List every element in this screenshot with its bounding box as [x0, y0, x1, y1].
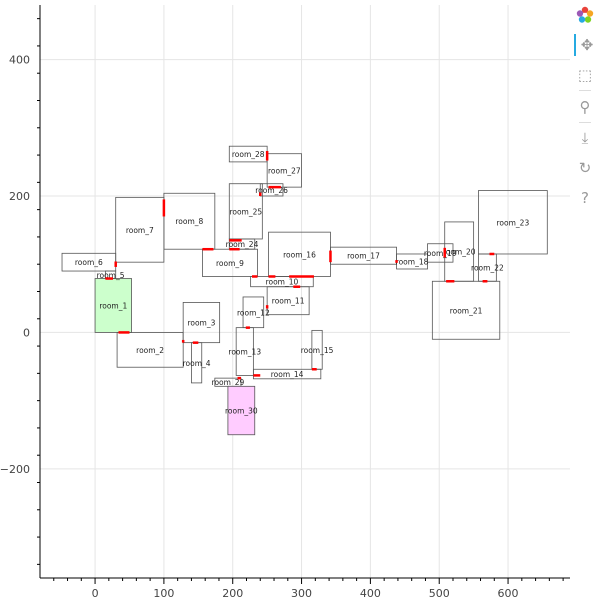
doors-layer	[105, 150, 495, 380]
room-label: room_28	[232, 150, 265, 159]
room-label: room_3	[187, 319, 215, 328]
y-tick-label: 400	[9, 54, 30, 67]
room-rect	[266, 286, 310, 316]
room-label: room_21	[450, 306, 483, 315]
room-rect	[259, 183, 284, 197]
axes: 0 100 200 300 400 500 600 −200 0 200 400	[0, 5, 570, 600]
room-rect	[228, 183, 263, 240]
room-label: room_16	[283, 250, 316, 259]
room-label: room_13	[228, 348, 261, 357]
room-label: room_6	[75, 258, 103, 267]
x-tick-label: 0	[92, 587, 99, 600]
room-label: room_9	[216, 259, 244, 268]
room-label: room_1	[99, 301, 127, 310]
room-rect	[252, 368, 322, 380]
y-tick-label: 200	[9, 190, 30, 203]
room-label: room_27	[268, 166, 301, 175]
x-tick-label: 600	[498, 587, 519, 600]
room-rect	[235, 327, 254, 376]
room-label: room_18	[396, 257, 429, 266]
room-label: room_15	[301, 346, 334, 355]
rooms-layer: room_1room_2room_3room_4room_5room_6room…	[61, 145, 548, 436]
x-tick-label: 500	[429, 587, 450, 600]
room-rect	[116, 332, 184, 368]
room-label: room_11	[272, 297, 305, 306]
room-label: room_8	[175, 217, 203, 226]
room-label: room_22	[471, 264, 504, 273]
room-label: room_5	[97, 271, 125, 280]
room-label: room_25	[229, 207, 262, 216]
room-rect	[163, 192, 216, 250]
room-rect	[266, 153, 302, 188]
y-tick-label: −200	[0, 463, 30, 476]
room-rect	[227, 385, 256, 436]
y-tick-label: 0	[23, 326, 30, 339]
room-label: room_17	[347, 252, 380, 261]
room-rect	[94, 278, 132, 333]
room-label: room_2	[136, 346, 164, 355]
room-label: room_20	[443, 248, 476, 257]
room-label: room_4	[183, 359, 211, 368]
x-tick-label: 100	[153, 587, 174, 600]
room-label: room_14	[271, 370, 304, 379]
room-rect	[427, 243, 454, 263]
room-label: room_26	[255, 186, 288, 195]
room-rect	[311, 329, 323, 370]
x-tick-label: 300	[291, 587, 312, 600]
help-tool-icon[interactable]: ?	[581, 189, 589, 207]
pan-tool-icon[interactable]: ✥	[574, 34, 598, 56]
room-label: room_29	[212, 378, 245, 387]
plot-toolbar: ✥ ⬚ ⚲ ⤓ ↻ ?	[570, 0, 600, 600]
x-tick-label: 200	[222, 587, 243, 600]
reset-tool-icon[interactable]: ↻	[578, 159, 592, 177]
save-tool-icon[interactable]: ⤓	[581, 129, 589, 147]
room-label: room_24	[226, 240, 259, 249]
toolbar-separator	[579, 122, 591, 123]
x-tick-label: 400	[360, 587, 381, 600]
room-label: room_30	[225, 407, 258, 416]
bokeh-logo-icon[interactable]	[574, 4, 596, 26]
room-label: room_10	[266, 278, 299, 287]
box-zoom-tool-icon[interactable]: ⬚	[577, 66, 593, 84]
room-label: room_19	[424, 249, 457, 258]
grid-lines	[40, 5, 570, 578]
room-rect	[431, 280, 501, 340]
room-label: room_12	[237, 308, 270, 317]
room-label: room_23	[497, 218, 530, 227]
room-label: room_7	[126, 226, 154, 235]
toolbar-separator	[579, 90, 591, 91]
wheel-zoom-tool-icon[interactable]: ⚲	[579, 98, 591, 116]
room-rect	[478, 190, 548, 255]
